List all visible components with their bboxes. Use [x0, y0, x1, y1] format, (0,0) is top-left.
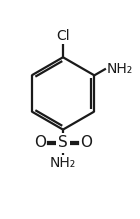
Text: S: S [58, 136, 68, 150]
Text: O: O [34, 136, 46, 150]
Text: NH₂: NH₂ [107, 62, 133, 76]
Text: O: O [80, 136, 92, 150]
Text: NH₂: NH₂ [50, 156, 76, 170]
Text: Cl: Cl [56, 29, 70, 43]
